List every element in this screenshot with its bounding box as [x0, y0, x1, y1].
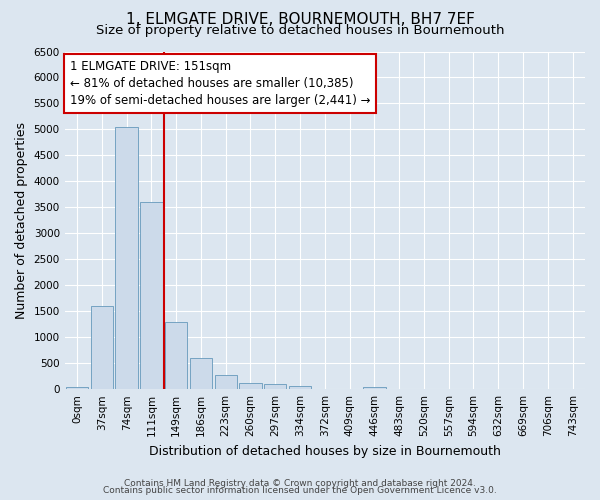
Bar: [363, 388, 386, 389]
Bar: [314, 388, 336, 389]
Y-axis label: Number of detached properties: Number of detached properties: [15, 122, 28, 319]
Bar: [66, 386, 88, 389]
Bar: [140, 202, 163, 389]
Text: Contains HM Land Registry data © Crown copyright and database right 2024.: Contains HM Land Registry data © Crown c…: [124, 478, 476, 488]
Bar: [91, 306, 113, 389]
Bar: [190, 358, 212, 389]
Bar: [165, 322, 187, 389]
Text: 1, ELMGATE DRIVE, BOURNEMOUTH, BH7 7EF: 1, ELMGATE DRIVE, BOURNEMOUTH, BH7 7EF: [125, 12, 475, 28]
Text: Contains public sector information licensed under the Open Government Licence v3: Contains public sector information licen…: [103, 486, 497, 495]
Bar: [239, 383, 262, 389]
Bar: [264, 384, 286, 389]
X-axis label: Distribution of detached houses by size in Bournemouth: Distribution of detached houses by size …: [149, 444, 501, 458]
Text: Size of property relative to detached houses in Bournemouth: Size of property relative to detached ho…: [96, 24, 504, 37]
Bar: [289, 386, 311, 389]
Bar: [115, 127, 138, 389]
Text: 1 ELMGATE DRIVE: 151sqm
← 81% of detached houses are smaller (10,385)
19% of sem: 1 ELMGATE DRIVE: 151sqm ← 81% of detache…: [70, 60, 370, 107]
Bar: [215, 375, 237, 389]
